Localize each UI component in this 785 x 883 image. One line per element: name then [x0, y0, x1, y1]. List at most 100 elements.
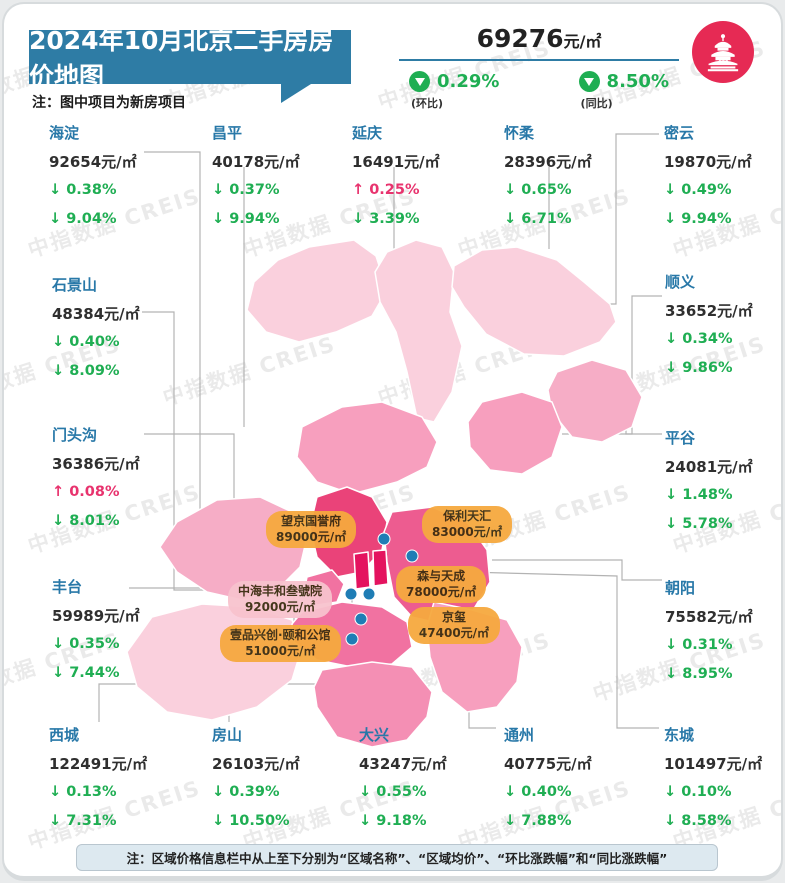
- project-label-yipinxingchuang: 壹品兴创·颐和公馆 51000元/㎡: [220, 625, 341, 663]
- district-block-dongcheng: 东城 101497元/㎡ ↓ 0.10% ↓ 8.58%: [664, 728, 762, 842]
- district-yoy: ↓ 3.39%: [352, 210, 420, 227]
- district-name: 丰台: [52, 578, 83, 596]
- project-label-wangjingguoyufu: 望京国誉府 89000元/㎡: [266, 511, 357, 549]
- district-yoy: ↓ 5.78%: [665, 515, 733, 532]
- district-price: 59989元/㎡: [52, 607, 140, 625]
- district-block-miyun: 密云 19870元/㎡ ↓ 0.49% ↓ 9.94%: [664, 126, 752, 240]
- region-huairou: [374, 239, 463, 423]
- district-block-chaoyang: 朝阳 75582元/㎡ ↓ 0.31% ↓ 8.95%: [665, 581, 753, 695]
- district-yoy: ↓ 8.09%: [52, 362, 120, 379]
- district-yoy: ↓ 9.18%: [359, 812, 427, 829]
- page-title: 2024年10月北京二手房房价地图: [29, 26, 334, 91]
- district-yoy: ↓ 9.86%: [665, 359, 733, 376]
- district-name: 延庆: [352, 124, 383, 142]
- project-dots: [344, 532, 419, 646]
- district-block-fengtai: 丰台 59989元/㎡ ↓ 0.35% ↓ 7.44%: [52, 580, 140, 694]
- yoy-value: 8.50%: [606, 71, 669, 92]
- region-yanqing: [246, 239, 388, 343]
- district-name: 通州: [504, 726, 535, 744]
- avg-price-unit: 元/㎡: [563, 32, 602, 51]
- district-price: 75582元/㎡: [665, 608, 753, 626]
- district-name: 房山: [212, 726, 243, 744]
- district-shapes: [126, 239, 643, 748]
- district-price: 33652元/㎡: [665, 302, 753, 320]
- project-name: 京玺: [441, 610, 466, 624]
- district-yoy: ↓ 9.94%: [212, 210, 280, 227]
- yoy-caption: (同比): [580, 97, 613, 110]
- district-block-shijingshan: 石景山 48384元/㎡ ↓ 0.40% ↓ 8.09%: [52, 278, 140, 392]
- project-name: 森与天成: [417, 569, 466, 583]
- district-block-yanqing: 延庆 16491元/㎡ ↑ 0.25% ↓ 3.39%: [352, 126, 440, 240]
- district-yoy: ↓ 8.01%: [52, 512, 120, 529]
- project-price: 51000元/㎡: [245, 643, 316, 658]
- district-block-fangshan: 房山 26103元/㎡ ↓ 0.39% ↓ 10.50%: [212, 728, 300, 842]
- district-name: 朝阳: [665, 579, 696, 597]
- district-block-mentougou: 门头沟 36386元/㎡ ↑ 0.08% ↓ 8.01%: [52, 428, 140, 542]
- district-yoy: ↓ 8.58%: [664, 812, 732, 829]
- district-price: 101497元/㎡: [664, 755, 763, 773]
- district-price: 19870元/㎡: [664, 153, 752, 171]
- project-price: 47400元/㎡: [418, 625, 490, 640]
- footer-note-text: 注：区域价格信息栏中从上至下分别为“区域名称”、“区域均价”、“环比涨跌幅”和“…: [126, 851, 668, 866]
- district-block-daxing: 大兴 43247元/㎡ ↓ 0.55% ↓ 9.18%: [359, 728, 447, 842]
- banner-tail: [281, 84, 311, 103]
- district-block-xicheng: 西城 122491元/㎡ ↓ 0.13% ↓ 7.31%: [49, 728, 147, 842]
- project-label-jingxi: 京玺 47400元/㎡: [408, 607, 500, 645]
- district-yoy: ↓ 6.71%: [504, 210, 572, 227]
- district-name: 石景山: [52, 276, 98, 294]
- district-block-tongzhou: 通州 40775元/㎡ ↓ 0.40% ↓ 7.88%: [504, 728, 592, 842]
- district-price: 28396元/㎡: [504, 153, 592, 171]
- down-arrow-circle-icon: [409, 71, 430, 92]
- district-mom: ↓ 0.10%: [664, 784, 732, 800]
- district-mom: ↓ 0.34%: [665, 331, 733, 347]
- district-mom: ↓ 0.65%: [504, 182, 572, 198]
- region-xicheng: [353, 551, 371, 590]
- map-note: 注：图中项目为新房项目: [32, 95, 186, 111]
- project-price: 89000元/㎡: [276, 529, 347, 544]
- project-name: 壹品兴创·颐和公馆: [230, 628, 331, 642]
- district-price: 92654元/㎡: [49, 153, 137, 171]
- yoy-indicator: 8.50% (同比): [578, 71, 669, 111]
- creis-logo: [692, 21, 754, 83]
- page-title-banner: 2024年10月北京二手房房价地图: [29, 26, 351, 103]
- project-price: 78000元/㎡: [406, 584, 477, 599]
- district-name: 顺义: [665, 273, 696, 291]
- district-name: 大兴: [359, 726, 390, 744]
- project-price: 83000元/㎡: [432, 524, 503, 539]
- district-name: 西城: [49, 726, 80, 744]
- district-mom: ↓ 0.55%: [359, 784, 427, 800]
- district-name: 海淀: [49, 124, 80, 142]
- district-yoy: ↓ 9.04%: [49, 210, 117, 227]
- project-label-senyutiancheng: 森与天成 78000元/㎡: [396, 566, 487, 604]
- district-yoy: ↓ 9.94%: [664, 210, 732, 227]
- district-mom: ↑ 0.08%: [52, 484, 120, 500]
- region-daxing: [313, 661, 433, 748]
- district-mom: ↓ 0.35%: [52, 636, 120, 652]
- district-price: 36386元/㎡: [52, 455, 140, 473]
- city-average-price: 69276元/㎡: [399, 24, 679, 53]
- project-label-baolitianhui: 保利天汇 83000元/㎡: [422, 506, 513, 544]
- project-label-zhonghaifenghe: 中海丰和叁號院 92000元/㎡: [228, 581, 333, 619]
- district-name: 昌平: [212, 124, 243, 142]
- region-changping: [296, 401, 438, 495]
- district-mom: ↓ 0.31%: [665, 637, 733, 653]
- down-arrow-circle-icon: [578, 71, 600, 92]
- district-mom: ↓ 1.48%: [665, 487, 733, 503]
- district-name: 怀柔: [504, 124, 535, 142]
- district-block-pinggu: 平谷 24081元/㎡ ↓ 1.48% ↓ 5.78%: [665, 431, 753, 545]
- district-price: 16491元/㎡: [352, 153, 440, 171]
- region-pinggu: [547, 359, 643, 443]
- region-shunyi: [467, 391, 563, 475]
- project-name: 中海丰和叁號院: [238, 584, 323, 598]
- temple-of-heaven-icon: [707, 34, 739, 72]
- mom-value: 0.29%: [437, 71, 500, 92]
- district-yoy: ↓ 8.95%: [665, 665, 733, 682]
- district-price: 122491元/㎡: [49, 755, 148, 773]
- region-miyun: [451, 246, 617, 357]
- district-name: 平谷: [665, 429, 696, 447]
- avg-price-number: 69276: [476, 24, 564, 53]
- district-name: 密云: [664, 124, 695, 142]
- district-price: 24081元/㎡: [665, 458, 753, 476]
- project-name: 望京国誉府: [281, 514, 342, 528]
